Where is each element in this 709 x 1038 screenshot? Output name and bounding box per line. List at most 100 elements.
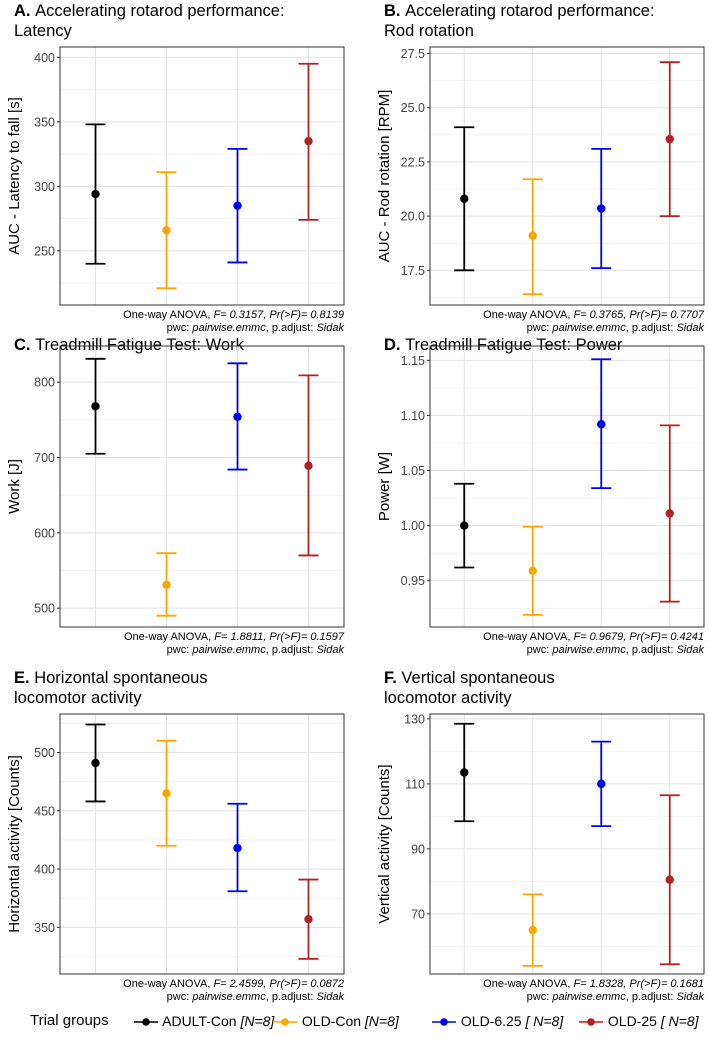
panel-D-y-tick-label: 1.10 <box>401 409 425 423</box>
panel-C-anova-prefix: One-way ANOVA, <box>124 631 214 643</box>
panel-E-title-text: locomotor activity <box>14 689 142 707</box>
panel-B-anova-prefix: One-way ANOVA, <box>483 309 573 321</box>
panel-E-point-old-con <box>162 789 171 798</box>
panel-F-y-axis-label: Vertical activity [Counts] <box>376 764 393 923</box>
panel-E-pwc-label: pwc: <box>167 991 193 1003</box>
panel-E-padj-method: Sidak <box>316 991 344 1003</box>
legend-item-adult-con: ADULT-Con [N=8] <box>133 1013 274 1029</box>
panel-D-title-text: Treadmill Fatigue Test: Power <box>405 336 623 354</box>
panel-A-title-letter: A. <box>14 2 35 20</box>
panel-B-title-text: Rod rotation <box>384 22 474 40</box>
panel-C-y-tick-label: 700 <box>34 451 55 465</box>
panel-F-y-tick-label: 130 <box>404 712 425 726</box>
panel-F-point-adult-con <box>460 768 469 777</box>
legend-label-old-25: OLD-25 <box>607 1013 657 1029</box>
panel-B-title-text: Accelerating rotarod performance: <box>405 2 654 20</box>
panel-B-y-tick-label: 17.5 <box>401 264 425 278</box>
panel-C-pwc-caption: pwc: pairwise.emmc, p.adjust: Sidak <box>167 644 345 656</box>
legend-label-adult-con: ADULT-Con <box>162 1013 237 1029</box>
panel-B-border <box>429 46 705 306</box>
panel-B-point-old-6-25 <box>597 204 606 213</box>
panel-B-point-old-25 <box>665 134 674 144</box>
panel-E-padj-label: , p.adjust: <box>266 991 317 1003</box>
panel-D-padj-method: Sidak <box>676 644 704 656</box>
panel-F: F. Vertical spontaneous locomotor activit… <box>376 669 705 1003</box>
panel-D-point-old-25 <box>665 509 674 518</box>
panel-A-y-tick-label: 350 <box>34 115 55 129</box>
panel-E-pwc-caption: pwc: pairwise.emmc, p.adjust: Sidak <box>167 991 345 1003</box>
panel-D-anova-stats: F= 0.9679, Pr(>F)= 0.4241 <box>573 631 704 643</box>
legend-label-old-6-25: OLD-6.25 <box>460 1013 522 1029</box>
legend-title: Trial groups <box>30 1012 109 1029</box>
panel-C-y-tick-label: 800 <box>34 376 55 390</box>
legend-key-adult-con <box>134 1018 158 1027</box>
panel-C: C. Treadmill Fatigue Test: Work 500 600 700… <box>6 336 345 656</box>
panel-C-y-tick-label: 600 <box>34 526 55 540</box>
panel-F-anova-prefix: One-way ANOVA, <box>483 978 573 990</box>
panel-D-point-old-con <box>528 566 537 575</box>
panel-B-y-axis-label: AUC - Rod rotation [RPM] <box>376 90 393 263</box>
panel-C-padj-method: Sidak <box>316 644 344 656</box>
panel-A-padj-label: , p.adjust: <box>266 322 317 334</box>
panel-A-anova-caption: One-way ANOVA, F= 0.3157, Pr(>F)= 0.8139 <box>123 309 344 321</box>
panel-E-anova-prefix: One-way ANOVA, <box>123 978 213 990</box>
panel-B-point-adult-con <box>460 194 469 203</box>
panel-B-y-tick-label: 20.0 <box>401 210 425 224</box>
panel-C-point-old-con <box>162 580 171 590</box>
panel-A-padj-method: Sidak <box>316 322 344 334</box>
legend-key-old-6-25 <box>432 1018 456 1027</box>
panel-D-point-old-6-25 <box>597 420 606 429</box>
panel-B-anova-caption: One-way ANOVA, F= 0.3765, Pr(>F)= 0.7707 <box>483 309 705 321</box>
legend: Trial groups ADULT-Con [N=8] OLD-Con [N=… <box>0 1006 709 1036</box>
legend-item-old-25: OLD-25 [ N=8] <box>578 1013 699 1029</box>
panel-C-anova-caption: One-way ANOVA, F= 1.8811, Pr(>F)= 0.1597 <box>124 631 345 643</box>
panel-D-y-tick-label: 1.15 <box>401 354 425 368</box>
panel-F-y-tick-label: 110 <box>405 777 425 791</box>
panel-F-border <box>429 713 705 975</box>
panel-E-title-text: Horizontal spontaneous <box>34 669 207 687</box>
panel-D-y-axis-label: Power [W] <box>376 452 393 521</box>
panel-B-point-old-con <box>528 231 537 240</box>
panel-F-title-letter: F. <box>384 669 401 687</box>
panel-B-y-tick-label: 27.5 <box>401 47 425 61</box>
panel-F-y-tick-label: 90 <box>411 842 425 856</box>
panel-A-title-line-2: Latency <box>14 22 73 40</box>
panel-A-title-line-1: A. Accelerating rotarod performance: <box>14 2 285 20</box>
panel-F-pwc-caption: pwc: pairwise.emmc, p.adjust: Sidak <box>527 991 705 1003</box>
panel-A-anova-prefix: One-way ANOVA, <box>123 309 213 321</box>
panel-C-padj-label: , p.adjust: <box>266 644 317 656</box>
panel-C-anova-stats: F= 1.8811, Pr(>F)= 0.1597 <box>214 631 345 643</box>
legend-n-old-6-25: [ N=8] <box>525 1013 564 1029</box>
panel-B-y-tick-label: 22.5 <box>401 155 425 169</box>
panel-B-title-line-2: Rod rotation <box>384 22 474 40</box>
panel-D-pwc-caption: pwc: pairwise.emmc, p.adjust: Sidak <box>527 644 705 656</box>
panel-D-padj-label: , p.adjust: <box>626 644 677 656</box>
panel-E-pwc-method: pairwise.emmc <box>191 991 266 1003</box>
panel-F-padj-label: , p.adjust: <box>626 991 677 1003</box>
legend-n-old-con: [N=8] <box>364 1013 399 1029</box>
panel-F-title-line-2: locomotor activity <box>384 689 512 707</box>
panel-C-title-letter: C. <box>14 336 35 354</box>
panel-F-pwc-method: pairwise.emmc <box>551 991 626 1003</box>
legend-label-old-con: OLD-Con <box>301 1013 362 1029</box>
panel-E-y-tick-label: 500 <box>34 746 55 760</box>
panel-A-pwc-label: pwc: <box>167 322 193 334</box>
panel-E-y-tick-label: 450 <box>34 804 55 818</box>
legend-item-old-con: OLD-Con [N=8] <box>272 1013 399 1029</box>
panel-A-pwc-caption: pwc: pairwise.emmc, p.adjust: Sidak <box>167 322 345 334</box>
panel-F-title-text: locomotor activity <box>384 689 512 707</box>
panel-A: A. Accelerating rotarod performance: Late… <box>6 2 345 334</box>
panel-A-pwc-method: pairwise.emmc <box>191 322 266 334</box>
panel-E-y-tick-label: 400 <box>34 863 55 877</box>
legend-n-adult-con: [N=8] <box>240 1013 275 1029</box>
panel-E-y-axis-label: Horizontal activity [Counts] <box>6 755 23 933</box>
panel-E-point-adult-con <box>91 758 100 768</box>
panel-A-y-tick-label: 300 <box>34 180 55 194</box>
figure-canvas: A. Accelerating rotarod performance: Late… <box>6 2 705 1003</box>
panel-D-y-tick-label: 1.00 <box>401 519 425 533</box>
panel-C-title-line-1: C. Treadmill Fatigue Test: Work <box>14 336 245 354</box>
panel-D-y-tick-label: 0.95 <box>401 574 425 588</box>
panel-A-point-adult-con <box>91 189 100 199</box>
panel-E-y-tick-label: 350 <box>34 921 55 935</box>
panel-D-border <box>429 345 705 628</box>
